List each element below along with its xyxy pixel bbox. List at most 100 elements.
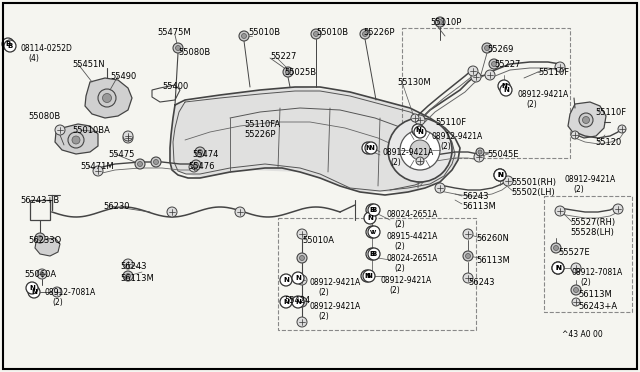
Circle shape xyxy=(554,246,559,250)
Circle shape xyxy=(613,204,623,214)
Circle shape xyxy=(366,226,378,238)
Circle shape xyxy=(571,285,581,295)
Circle shape xyxy=(492,61,497,67)
Text: 55080B: 55080B xyxy=(28,112,60,121)
Text: 55501(RH): 55501(RH) xyxy=(511,178,556,187)
Circle shape xyxy=(411,114,419,122)
Text: 08912-7081A: 08912-7081A xyxy=(44,288,95,297)
Circle shape xyxy=(463,273,473,283)
Text: ^43 A0 00: ^43 A0 00 xyxy=(562,330,603,339)
Circle shape xyxy=(28,286,40,298)
Text: N: N xyxy=(415,127,421,133)
Text: 55110F: 55110F xyxy=(435,118,466,127)
Text: N: N xyxy=(295,299,301,305)
Circle shape xyxy=(68,132,84,148)
Circle shape xyxy=(435,183,445,193)
Circle shape xyxy=(167,207,177,217)
Text: 55120: 55120 xyxy=(595,138,621,147)
Text: (2): (2) xyxy=(52,298,63,307)
Text: 55502(LH): 55502(LH) xyxy=(511,188,555,197)
Text: 55424: 55424 xyxy=(284,296,310,305)
Text: 55110FA: 55110FA xyxy=(244,120,280,129)
Circle shape xyxy=(482,43,492,53)
Circle shape xyxy=(582,116,589,124)
Text: 08912-9421A: 08912-9421A xyxy=(383,148,435,157)
Text: 55527(RH): 55527(RH) xyxy=(570,218,615,227)
Text: B: B xyxy=(371,251,376,257)
Circle shape xyxy=(365,142,377,154)
Circle shape xyxy=(297,317,307,327)
Text: 55269: 55269 xyxy=(487,45,513,54)
Bar xyxy=(278,218,476,330)
Text: 55010A: 55010A xyxy=(302,236,334,245)
Circle shape xyxy=(235,207,245,217)
Text: 08912-7081A: 08912-7081A xyxy=(572,268,623,277)
Polygon shape xyxy=(568,102,606,138)
Circle shape xyxy=(485,70,495,80)
Text: 08912-9421A: 08912-9421A xyxy=(518,90,569,99)
Circle shape xyxy=(300,256,305,260)
Text: (4): (4) xyxy=(28,54,39,63)
Text: 56233Q: 56233Q xyxy=(28,236,61,245)
Circle shape xyxy=(414,126,426,138)
Circle shape xyxy=(463,229,473,239)
Text: N: N xyxy=(503,87,509,93)
Circle shape xyxy=(280,296,292,308)
Text: N: N xyxy=(31,289,37,295)
Circle shape xyxy=(198,150,202,154)
Circle shape xyxy=(241,33,246,38)
Text: 55045E: 55045E xyxy=(487,150,518,159)
Circle shape xyxy=(125,273,131,279)
Circle shape xyxy=(573,288,579,292)
Circle shape xyxy=(311,29,321,39)
Circle shape xyxy=(503,176,513,186)
Text: 08912-9421A: 08912-9421A xyxy=(565,175,616,184)
Text: 08912-9421A: 08912-9421A xyxy=(432,132,483,141)
Text: 55226P: 55226P xyxy=(363,28,394,37)
Circle shape xyxy=(571,131,579,139)
Polygon shape xyxy=(35,238,60,256)
Text: 55527E: 55527E xyxy=(558,248,589,257)
Circle shape xyxy=(476,148,484,156)
Text: 08915-4421A: 08915-4421A xyxy=(387,232,438,241)
Polygon shape xyxy=(85,78,132,118)
Circle shape xyxy=(465,253,470,259)
Circle shape xyxy=(52,287,62,297)
Circle shape xyxy=(55,125,65,135)
Circle shape xyxy=(366,204,378,216)
Circle shape xyxy=(415,115,425,125)
Circle shape xyxy=(175,45,180,51)
Text: N: N xyxy=(497,172,503,178)
Text: N: N xyxy=(29,285,35,291)
Circle shape xyxy=(297,229,307,239)
Text: (2): (2) xyxy=(318,312,329,321)
Text: 08024-2651A: 08024-2651A xyxy=(387,254,438,263)
Circle shape xyxy=(292,272,304,284)
Text: N: N xyxy=(295,275,301,281)
Text: (2): (2) xyxy=(394,264,404,273)
Circle shape xyxy=(193,163,198,167)
Text: 55475M: 55475M xyxy=(157,28,191,37)
Circle shape xyxy=(138,161,143,167)
Circle shape xyxy=(368,226,380,238)
Text: 55110P: 55110P xyxy=(430,18,461,27)
Text: 08024-2651A: 08024-2651A xyxy=(387,210,438,219)
Circle shape xyxy=(102,93,111,103)
Text: (2): (2) xyxy=(394,242,404,251)
Circle shape xyxy=(388,118,452,182)
Text: 56230: 56230 xyxy=(103,202,129,211)
Text: N: N xyxy=(367,215,373,221)
Text: B: B xyxy=(371,207,376,213)
Text: (2): (2) xyxy=(440,142,451,151)
Text: N: N xyxy=(365,145,371,151)
Text: B: B xyxy=(5,41,11,47)
Circle shape xyxy=(494,169,506,181)
Text: B: B xyxy=(369,207,374,213)
Circle shape xyxy=(368,204,380,216)
Circle shape xyxy=(360,29,370,39)
Text: 55060A: 55060A xyxy=(24,270,56,279)
Text: 56243: 56243 xyxy=(120,262,147,271)
Text: 55476: 55476 xyxy=(188,162,214,171)
Circle shape xyxy=(297,297,307,307)
Text: N: N xyxy=(283,277,289,283)
